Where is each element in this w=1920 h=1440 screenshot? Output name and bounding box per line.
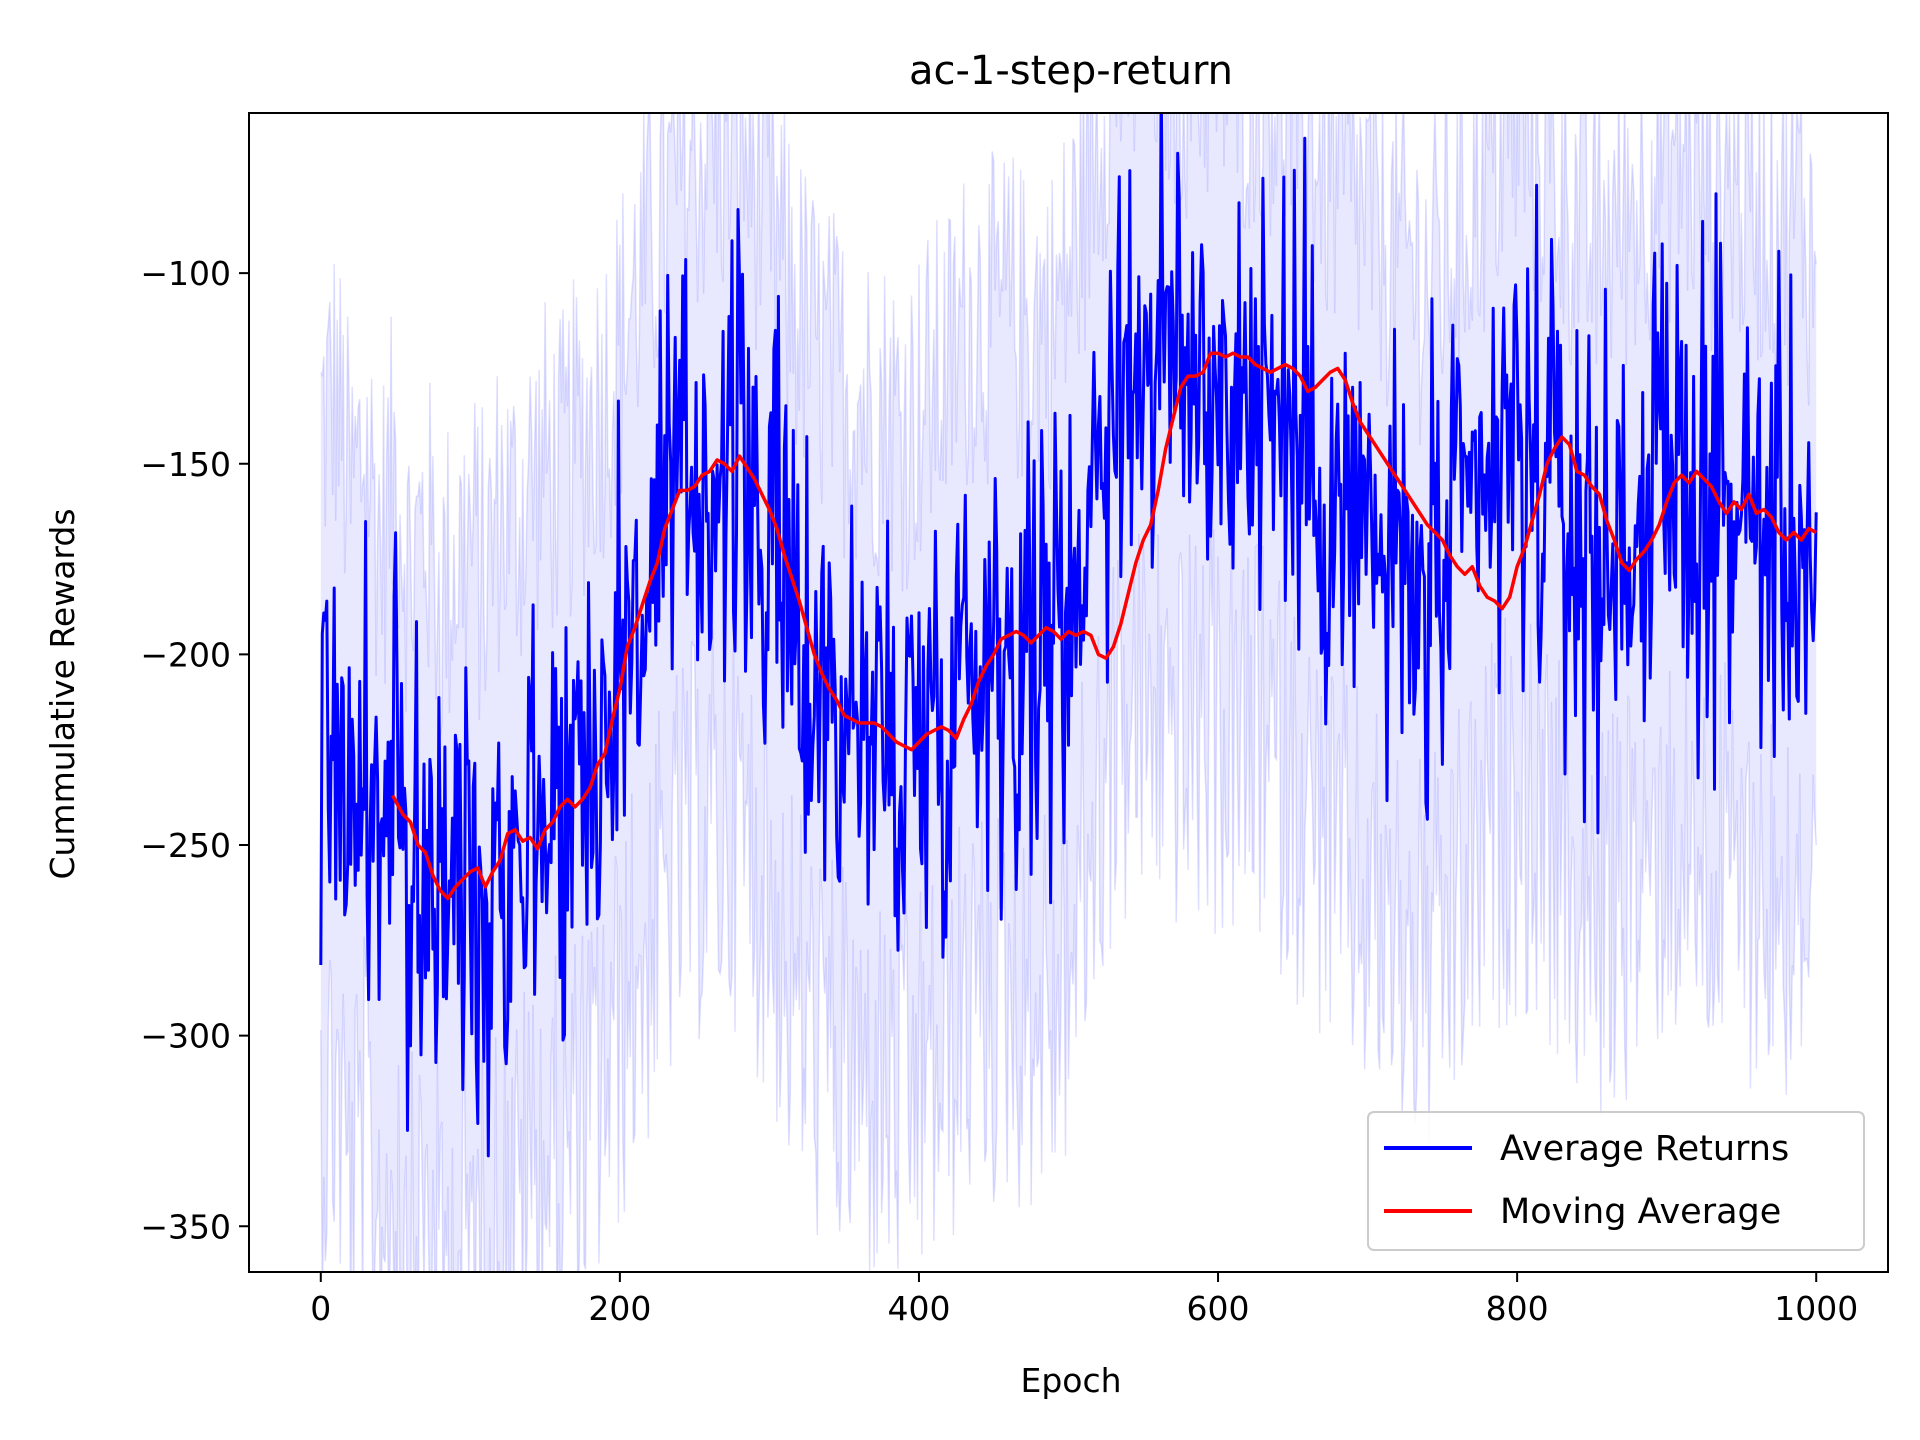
series-layer xyxy=(319,113,1818,1158)
x-axis-label: Epoch xyxy=(1020,1361,1121,1400)
series-line-moving-average xyxy=(391,351,1817,901)
y-tick-label: −100 xyxy=(140,254,231,293)
legend-label-average-returns: Average Returns xyxy=(1500,1129,1789,1169)
x-tick-label: 1000 xyxy=(1774,1289,1858,1328)
chart-title: ac-1-step-return xyxy=(909,48,1233,94)
series-line-average-returns xyxy=(319,113,1818,1158)
variance-band-edge-lo xyxy=(320,526,1817,1272)
legend: Average Returns Moving Average xyxy=(1367,1111,1865,1251)
y-tick-label: −350 xyxy=(140,1207,231,1246)
y-tick-label: −200 xyxy=(140,635,231,674)
y-axis-label: Cummulative Rewards xyxy=(43,508,82,879)
y-tick-label: −250 xyxy=(140,826,231,865)
x-tick-label: 0 xyxy=(310,1289,331,1328)
legend-box xyxy=(1367,1111,1865,1251)
x-axis: 0 200 400 600 800 1000 xyxy=(310,1272,1858,1328)
x-tick-label: 200 xyxy=(588,1289,651,1328)
x-tick-label: 400 xyxy=(887,1289,950,1328)
x-tick-label: 600 xyxy=(1187,1289,1250,1328)
x-tick-label: 800 xyxy=(1486,1289,1549,1328)
plot-frame xyxy=(248,112,1889,1273)
y-axis: −100 −150 −200 −250 −300 −350 xyxy=(140,254,249,1246)
y-tick-label: −150 xyxy=(140,445,231,484)
legend-label-moving-average: Moving Average xyxy=(1500,1192,1781,1232)
y-tick-label: −300 xyxy=(140,1017,231,1056)
variance-band-edge-hi xyxy=(320,113,1817,736)
